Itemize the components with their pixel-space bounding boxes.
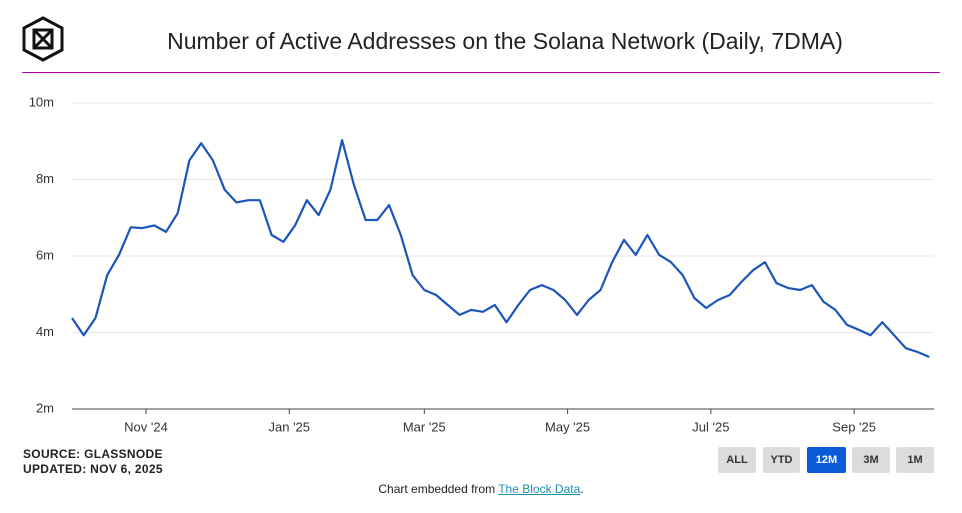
source: SOURCE: GLASSNODE — [23, 447, 163, 461]
x-tick-label: Nov '24 — [124, 419, 168, 434]
plot-area: 2m 4m 6m 8m 10m Nov '24 Jan '25 Mar '25 May '25 J… — [29, 94, 934, 434]
chart-title: Number of Active Addresses on the Solana… — [167, 28, 843, 54]
embed-prefix: Chart embedded from — [378, 482, 499, 496]
title-divider — [22, 72, 940, 73]
y-tick-label: 4m — [36, 324, 54, 339]
x-tick-label: Jan '25 — [269, 419, 311, 434]
range-button[interactable]: ALL — [718, 447, 756, 473]
logo — [22, 16, 64, 62]
x-tick-label: Sep '25 — [832, 419, 876, 434]
range-button[interactable]: 3M — [852, 447, 890, 473]
range-button[interactable]: 1M — [896, 447, 934, 473]
embed-suffix: . — [580, 482, 584, 496]
x-tick-label: Jul '25 — [692, 419, 729, 434]
y-tick-label: 10m — [29, 94, 54, 109]
line — [71, 139, 930, 359]
y-tick-label: 8m — [36, 171, 54, 186]
updated: UPDATED: NOV 6, 2025 — [23, 462, 163, 476]
y-tick-label: 6m — [36, 247, 54, 262]
y-tick-label: 2m — [36, 400, 54, 415]
x-tick-label: Mar '25 — [403, 419, 446, 434]
source-block: SOURCE: GLASSNODE UPDATED: NOV 6, 2025 — [23, 447, 163, 477]
x-tick-label: May '25 — [545, 419, 590, 434]
embed-link[interactable]: The Block Data — [498, 482, 581, 496]
range-button[interactable]: 12M — [807, 447, 846, 473]
range-button[interactable]: YTD — [763, 447, 800, 473]
embed-note: Chart embedded from The Block Data. — [0, 482, 962, 496]
